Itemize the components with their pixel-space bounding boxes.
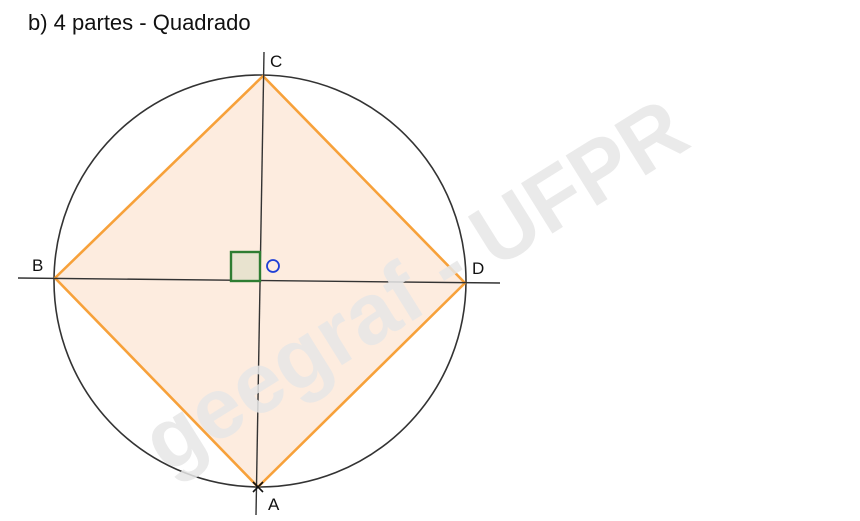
vertical-diameter-line bbox=[255, 51, 265, 516]
point-a-cross-marker bbox=[252, 481, 264, 493]
label-c: C bbox=[270, 52, 282, 71]
right-angle-marker bbox=[229, 250, 262, 283]
label-d: D bbox=[472, 259, 484, 278]
circle bbox=[53, 74, 467, 488]
center-point bbox=[266, 259, 280, 273]
figure-title: b) 4 partes - Quadrado bbox=[28, 10, 251, 35]
label-a: A bbox=[268, 495, 280, 514]
label-b: B bbox=[32, 256, 43, 275]
